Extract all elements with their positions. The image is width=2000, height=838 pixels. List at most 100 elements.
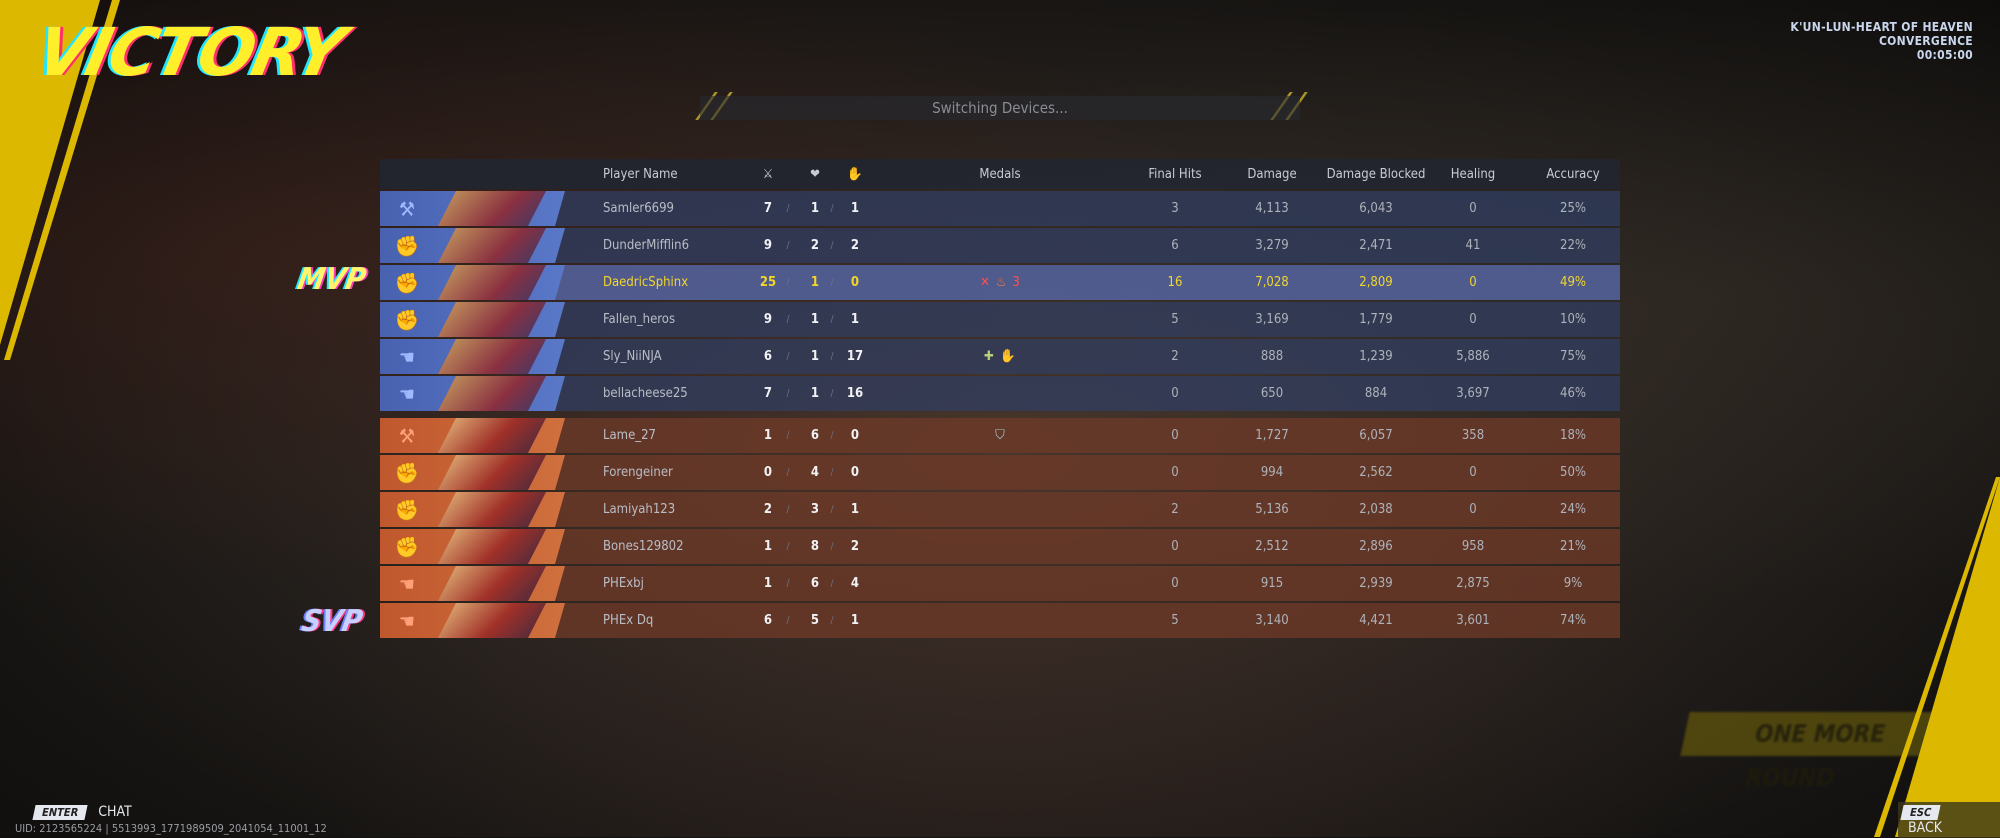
player-row[interactable]: ✊ Lamiyah123 2 / 3 / 1 2 5,136 2,038 0 2… [380,492,1620,527]
hero-portrait [438,339,546,374]
accuracy: 21% [1560,539,1586,554]
hero-card: ✊ [380,228,565,263]
victory-title: VICTORY [29,14,350,91]
player-row[interactable]: ☚ bellacheese25 7 / 1 / 16 0 650 884 3,6… [380,376,1620,411]
map-name: K'UN-LUN-HEART OF HEAVEN [1790,20,1973,34]
accuracy: 22% [1560,238,1586,253]
player-row[interactable]: ⚒ Samler6699 7 / 1 / 1 3 4,113 6,043 0 2… [380,191,1620,226]
accuracy: 49% [1560,275,1586,290]
damage-blocked: 6,057 [1359,428,1393,443]
player-name[interactable]: DunderMifflin6 [603,238,690,253]
strategist-role-icon: ☚ [398,572,416,596]
player-name[interactable]: PHEx Dq [603,613,654,628]
separator: / [786,615,790,626]
player-name[interactable]: Forengeiner [603,465,673,480]
player-row[interactable]: ☚ PHEx Dq 6 / 5 / 1 5 3,140 4,421 3,601 … [380,603,1620,638]
player-name[interactable]: Fallen_heros [603,312,676,327]
player-row[interactable]: ✊ Forengeiner 0 / 4 / 0 0 994 2,562 0 50… [380,455,1620,490]
separator: / [786,277,790,288]
player-row[interactable]: ✊ Fallen_heros 9 / 1 / 1 5 3,169 1,779 0… [380,302,1620,337]
duelist-role-icon: ✊ [394,461,420,485]
damage: 994 [1260,465,1284,480]
damage-blocked: 2,562 [1359,465,1393,480]
damage-blocked: 884 [1364,386,1388,401]
deaths: 1 [810,349,820,364]
damage: 3,140 [1255,613,1289,628]
back-button[interactable]: ESC BACK [1898,802,2000,838]
final-hits: 2 [1171,502,1179,517]
kills: 2 [763,502,773,517]
header-player-name: Player Name [603,166,678,182]
player-row[interactable]: ✊ DunderMifflin6 9 / 2 / 2 6 3,279 2,471… [380,228,1620,263]
accuracy: 10% [1560,312,1586,327]
player-name[interactable]: Lame_27 [603,428,656,443]
healing: 0 [1469,465,1477,480]
hero-portrait [438,265,546,300]
player-name[interactable]: PHExbj [603,576,644,591]
damage: 7,028 [1255,275,1289,290]
hero-portrait [438,418,546,453]
separator: / [830,504,834,515]
svp-badge: SVP [298,604,366,639]
player-row[interactable]: ☚ PHExbj 1 / 6 / 4 0 915 2,939 2,875 9% [380,566,1620,601]
separator: / [786,578,790,589]
accuracy: 24% [1560,502,1586,517]
medals [940,529,1060,564]
damage: 1,727 [1255,428,1289,443]
player-row[interactable]: ⚒ Lame_27 1 / 6 / 0 ⛉ 0 1,727 6,057 358 … [380,418,1620,453]
deaths: 1 [810,201,820,216]
player-name[interactable]: Bones129802 [603,539,684,554]
damage-blocked: 1,239 [1359,349,1393,364]
player-name[interactable]: Samler6699 [603,201,674,216]
hero-portrait [438,191,546,226]
hero-card: ✊ [380,492,565,527]
hero-card: ☚ [380,376,565,411]
separator: / [830,277,834,288]
player-row[interactable]: ✊ DaedricSphinx 25 / 1 / 0 ✕ ♨ 3 16 7,028 … [380,265,1620,300]
player-name[interactable]: Sly_NiiNJA [603,349,662,364]
damage: 5,136 [1255,502,1289,517]
deaths: 5 [810,613,820,628]
hero-card: ✊ [380,265,565,300]
hero-portrait [438,228,546,263]
assists: 0 [850,428,860,443]
status-text: Switching Devices... [700,96,1300,120]
kills: 7 [763,201,773,216]
hero-portrait [438,455,546,490]
final-hits: 0 [1171,428,1179,443]
player-row[interactable]: ✊ Bones129802 1 / 8 / 2 0 2,512 2,896 95… [380,529,1620,564]
kills: 0 [763,465,773,480]
healing: 0 [1469,201,1477,216]
final-hits: 2 [1171,349,1179,364]
kills: 1 [763,576,773,591]
separator: / [830,467,834,478]
final-hits: 16 [1167,275,1183,290]
deaths: 1 [810,275,820,290]
player-name[interactable]: bellacheese25 [603,386,688,401]
duelist-role-icon: ✊ [394,498,420,522]
esc-key: ESC [1900,805,1941,820]
assists: 0 [850,465,860,480]
deaths: 1 [810,312,820,327]
chat-button[interactable]: ENTER CHAT [32,804,132,820]
damage-blocked: 2,896 [1359,539,1393,554]
separator: / [786,240,790,251]
damage-blocked: 2,038 [1359,502,1393,517]
duelist-role-icon: ✊ [394,308,420,332]
kills: 6 [763,349,773,364]
header-medals: Medals [979,166,1021,182]
hero-portrait [438,566,546,601]
assists: 1 [850,613,860,628]
damage-blocked: 2,809 [1359,275,1393,290]
player-name[interactable]: Lamiyah123 [603,502,676,517]
separator: / [786,314,790,325]
player-name[interactable]: DaedricSphinx [603,275,689,290]
scoreboard: Player Name ⚔ ❤ ✋ Medals Final Hits Dama… [380,159,1620,638]
match-info: K'UN-LUN-HEART OF HEAVEN CONVERGENCE 00:… [1790,20,1973,62]
assist-medal-icon: ✋ [999,349,1016,364]
kills: 1 [763,539,773,554]
kills: 1 [763,428,773,443]
final-hits: 0 [1171,539,1179,554]
healing: 358 [1461,428,1485,443]
player-row[interactable]: ☚ Sly_NiiNJA 6 / 1 / 17 ✚ ✋ 2 888 1,239 5… [380,339,1620,374]
